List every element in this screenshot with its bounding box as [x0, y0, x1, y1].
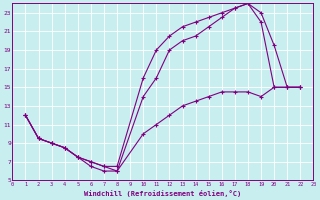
X-axis label: Windchill (Refroidissement éolien,°C): Windchill (Refroidissement éolien,°C) [84, 190, 242, 197]
